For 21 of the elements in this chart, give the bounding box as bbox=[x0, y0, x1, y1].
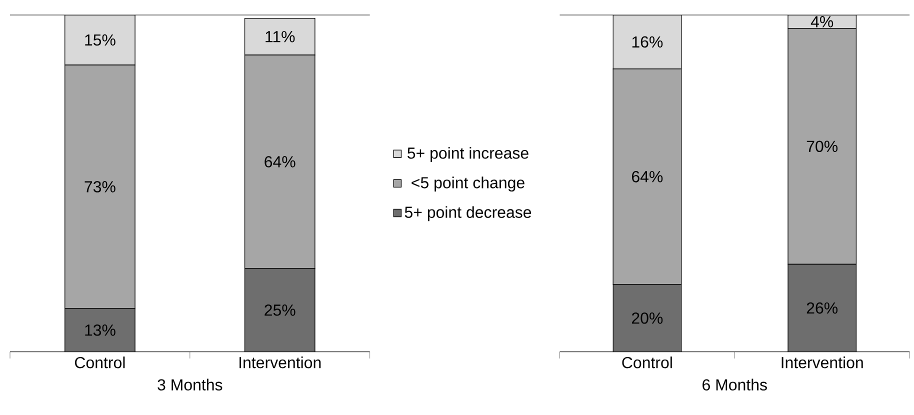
data-label: 64% bbox=[264, 156, 296, 168]
x-axis-title: 3 Months bbox=[158, 378, 222, 391]
data-label: 16% bbox=[632, 36, 663, 48]
data-label: 73% bbox=[84, 181, 116, 192]
data-label: 13% bbox=[85, 324, 116, 336]
legend-label: <5 point change bbox=[412, 176, 524, 192]
x-tick-label: Control bbox=[622, 356, 672, 368]
data-label: 20% bbox=[632, 312, 663, 324]
data-label: 4% bbox=[810, 16, 834, 28]
legend-label: 5+ point decrease bbox=[404, 206, 532, 222]
data-label: 26% bbox=[806, 302, 838, 314]
data-label: 25% bbox=[264, 304, 296, 316]
legend-label: 5+ point increase bbox=[408, 147, 528, 162]
data-label: 64% bbox=[632, 171, 663, 182]
x-axis-title: 6 Months bbox=[702, 378, 767, 391]
x-tick-label: Intervention bbox=[782, 356, 863, 368]
x-tick-label: Intervention bbox=[240, 356, 321, 368]
data-label: 15% bbox=[85, 34, 116, 46]
data-label: 70% bbox=[806, 140, 838, 152]
x-tick-label: Control bbox=[74, 356, 125, 368]
data-label: 11% bbox=[266, 31, 295, 42]
